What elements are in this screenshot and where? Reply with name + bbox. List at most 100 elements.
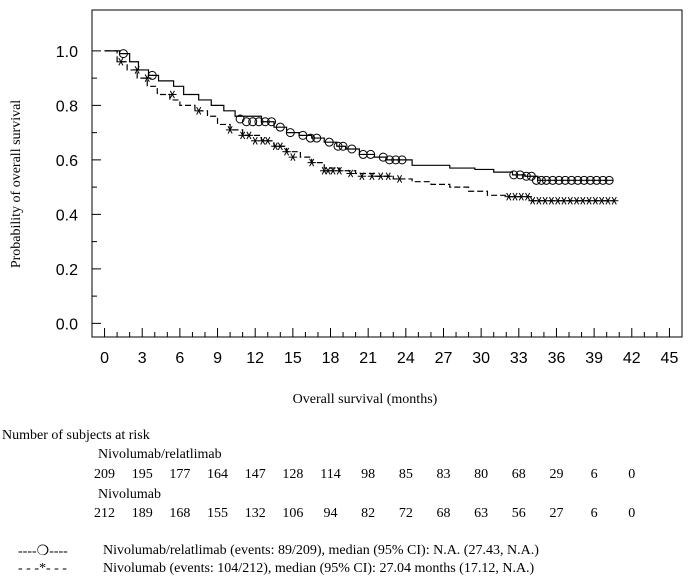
risk-count: 80 xyxy=(474,467,489,482)
censor-mark-circle xyxy=(567,175,577,185)
censor-mark-circle xyxy=(338,141,348,151)
x-tick-label: 39 xyxy=(585,350,603,367)
risk-count: 168 xyxy=(169,506,191,521)
plot-frame xyxy=(91,9,683,338)
legend-symbol-circle: ----❍---- xyxy=(18,544,68,559)
x-tick-label: 9 xyxy=(213,350,222,367)
censor-mark-asterisk xyxy=(143,74,152,83)
censor-mark-circle xyxy=(598,175,608,185)
survival-curve-nivolumab xyxy=(104,50,613,202)
censor-mark-circle xyxy=(324,137,334,147)
x-tick-label: 15 xyxy=(284,350,302,367)
censor-mark-asterisk xyxy=(346,169,355,178)
censor-mark-asterisk xyxy=(132,66,142,74)
x-tick-label: 45 xyxy=(661,350,679,367)
risk-count: 0 xyxy=(628,506,636,521)
censor-mark-circle xyxy=(285,128,295,138)
y-axis-label: Probability of overall survival xyxy=(9,100,24,268)
censor-mark-asterisk xyxy=(282,147,291,156)
censor-mark-circle xyxy=(241,117,251,127)
risk-count: 94 xyxy=(323,506,338,521)
censor-mark-circle xyxy=(260,117,270,127)
censor-mark-asterisk xyxy=(276,142,285,151)
y-tick-label: 0.6 xyxy=(56,153,78,170)
censor-mark-circle xyxy=(397,155,407,165)
censor-mark-circle xyxy=(391,155,401,165)
censor-mark-asterisk xyxy=(288,153,298,162)
legend-entry-nivolumab-relatlimab: ----❍---- Nivolumab/relatlimab (events: … xyxy=(0,543,688,561)
censor-mark-asterisk xyxy=(116,57,126,66)
censor-mark-circle xyxy=(531,175,541,185)
risk-count: 6 xyxy=(590,506,598,521)
x-tick-label: 42 xyxy=(623,350,641,367)
x-axis: 0 3 6 9 12 15 18 21 24 27 30 33 36 39 42 45 xyxy=(100,328,678,367)
risk-count: 147 xyxy=(244,467,266,482)
risk-count: 155 xyxy=(207,506,229,521)
x-tick-label: 30 xyxy=(472,350,490,367)
censor-mark-circle xyxy=(579,175,589,185)
y-tick-label: 0.8 xyxy=(56,98,78,115)
risk-count: 209 xyxy=(94,467,116,482)
risk-count: 6 xyxy=(590,467,598,482)
legend-entry-nivolumab: - - -*- - - Nivolumab (events: 104/212),… xyxy=(0,561,688,579)
censor-mark-circle xyxy=(347,144,357,154)
censor-mark-asterisk xyxy=(335,166,344,175)
censor-mark-circle xyxy=(378,152,388,162)
risk-count: 85 xyxy=(398,467,413,482)
censor-mark-asterisk xyxy=(263,136,272,145)
x-tick-label: 36 xyxy=(548,350,566,367)
censor-mark-circle xyxy=(267,117,277,127)
censor-mark-asterisk xyxy=(194,106,203,115)
risk-count: 82 xyxy=(361,506,376,521)
censor-mark-circle xyxy=(573,175,583,185)
x-tick-label: 6 xyxy=(175,350,184,367)
censor-mark-circle xyxy=(366,149,376,159)
censor-mark-asterisk xyxy=(384,172,393,181)
censor-mark-circle xyxy=(248,117,258,127)
risk-count: 68 xyxy=(511,467,526,482)
x-axis-label: Overall survival (months) xyxy=(293,392,438,407)
legend-text-nivolumab: Nivolumab (events: 104/212), median (95%… xyxy=(103,561,535,576)
x-tick-label: 3 xyxy=(138,350,147,367)
survival-curve-nivolumab-relatlimab xyxy=(104,50,613,181)
risk-count: 195 xyxy=(131,467,153,482)
censor-mark-circle xyxy=(118,49,128,59)
risk-count: 27 xyxy=(549,506,564,521)
x-tick-label: 24 xyxy=(397,350,415,367)
x-tick-label: 12 xyxy=(246,350,264,367)
risk-count: 189 xyxy=(131,506,153,521)
censor-marks xyxy=(116,49,619,205)
censor-mark-circle xyxy=(585,175,595,185)
censor-mark-circle xyxy=(536,175,546,185)
x-tick-label: 18 xyxy=(322,350,340,367)
censor-mark-circle xyxy=(592,175,602,185)
censor-mark-asterisk xyxy=(307,158,316,167)
censor-mark-circle xyxy=(235,114,245,124)
y-tick-label: 0.2 xyxy=(56,262,78,279)
risk-count: 72 xyxy=(398,506,413,521)
risk-count: 68 xyxy=(436,506,451,521)
censor-mark-circle xyxy=(548,175,558,185)
risk-count: 106 xyxy=(282,506,304,521)
censor-mark-asterisk xyxy=(244,131,254,140)
x-tick-label: 0 xyxy=(100,350,109,367)
risk-count: 212 xyxy=(94,506,116,521)
censor-mark-circle xyxy=(541,175,551,185)
y-tick-label: 0.4 xyxy=(56,207,78,224)
risk-count: 29 xyxy=(549,467,564,482)
x-tick-label: 33 xyxy=(510,350,528,367)
x-tick-label: 21 xyxy=(359,350,377,367)
risk-row-nivolumab-relatlimab: 209 195 177 164 147 128 114 98 85 83 80 68 29 6 0 xyxy=(0,467,688,485)
censor-mark-circle xyxy=(560,175,570,185)
risk-row-nivolumab: 212 189 168 155 132 106 94 82 72 68 63 56 27 6 0 xyxy=(0,506,688,524)
censor-mark-circle xyxy=(509,170,519,180)
risk-count: 56 xyxy=(511,506,526,521)
legend-symbol-asterisk: - - -*- - - xyxy=(18,561,67,576)
risk-count: 98 xyxy=(361,467,376,482)
legend-text-nivolumab-relatlimab: Nivolumab/relatlimab (events: 89/209), m… xyxy=(103,543,539,558)
censor-mark-asterisk xyxy=(357,172,367,181)
survival-curves xyxy=(104,50,613,202)
censor-mark-circle xyxy=(254,117,264,127)
risk-count: 164 xyxy=(207,467,229,482)
